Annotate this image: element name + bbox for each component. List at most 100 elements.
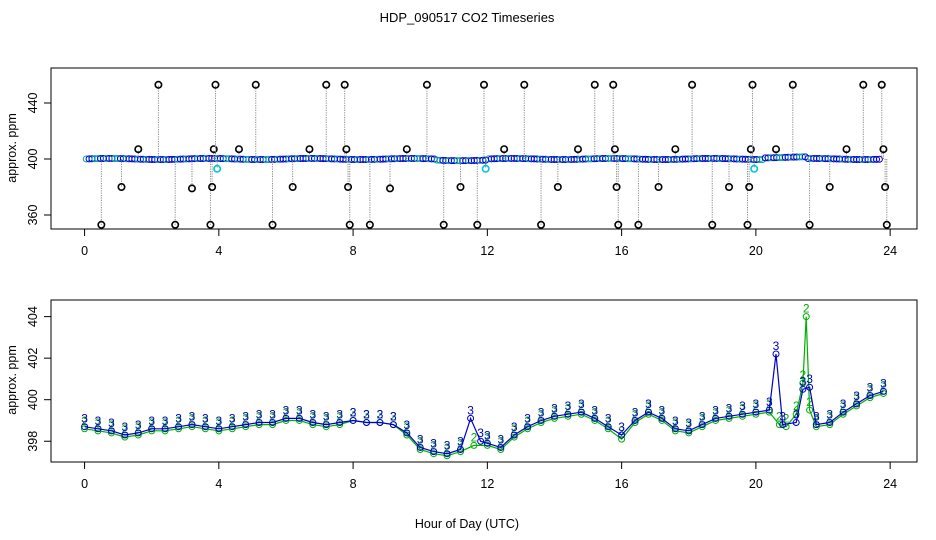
spike-point <box>634 220 643 229</box>
series-2-point <box>416 446 424 454</box>
series-3-point <box>826 419 834 427</box>
spike-point <box>859 80 868 89</box>
series-3-point <box>349 416 357 424</box>
series-3-marker-label: 3 <box>403 418 410 432</box>
series-2-point <box>94 427 102 435</box>
series-2-marker-label: 2 <box>605 414 612 428</box>
series-2-marker-label: 2 <box>806 395 813 409</box>
spike-point <box>879 145 888 154</box>
spike-point <box>206 220 215 229</box>
series-3-point <box>295 414 303 422</box>
series-2-point <box>121 433 129 441</box>
spike-point <box>439 220 448 229</box>
series-3-marker-label: 3 <box>122 420 129 434</box>
series-3-point <box>537 416 545 424</box>
series-2-point <box>470 441 478 449</box>
spike-point <box>456 183 465 192</box>
series-3-marker-label: 3 <box>283 403 290 417</box>
series-3-marker-label: 3 <box>95 414 102 428</box>
series-2-marker-label: 2 <box>336 410 343 424</box>
spike-point <box>117 183 126 192</box>
bottom-x-tick-label: 16 <box>615 477 629 491</box>
series-2-point <box>228 425 236 433</box>
series-3-point <box>510 431 518 439</box>
series-2-point <box>802 313 810 321</box>
series-3-marker-label: 3 <box>497 432 504 446</box>
series-3-point <box>853 400 861 408</box>
series-3-point <box>658 414 666 422</box>
series-2-point <box>282 416 290 424</box>
series-3-point <box>564 410 572 418</box>
series-3-marker-label: 3 <box>880 376 887 390</box>
series-3-point <box>497 443 505 451</box>
series-3-point <box>483 439 491 447</box>
series-3-point <box>752 408 760 416</box>
spike-point <box>725 183 734 192</box>
top-panel-axes: 0 4 8 12 16 20 24 360 400 440 <box>26 93 897 258</box>
bottom-y-tick-label: 404 <box>26 306 40 327</box>
series-3-point <box>477 437 485 445</box>
series-3-marker-label: 3 <box>323 410 330 424</box>
series-3-point <box>799 385 807 393</box>
spike-point <box>825 183 834 192</box>
spike-point <box>134 145 143 154</box>
series-3-point <box>363 419 371 427</box>
series-2-marker-label: 2 <box>776 410 783 424</box>
series-3-marker-label: 3 <box>565 399 572 413</box>
series-2-point <box>443 452 451 460</box>
bottom-y-tick-label: 402 <box>26 348 40 369</box>
series-3-point <box>725 412 733 420</box>
series-2-marker-label: 2 <box>95 416 102 430</box>
series-3-marker-label: 3 <box>511 420 518 434</box>
series-2-point <box>242 423 250 431</box>
series-3-point <box>866 392 874 400</box>
series-2-marker-label: 2 <box>618 424 625 438</box>
series-3-marker-label: 3 <box>363 408 370 422</box>
series-3-marker-label: 3 <box>618 420 625 434</box>
series-3-point <box>698 421 706 429</box>
chart-title: HDP_090517 CO2 Timeseries <box>380 10 555 25</box>
series-2-marker-label: 2 <box>229 414 236 428</box>
series-2-marker-label: 2 <box>511 422 518 436</box>
spike-point <box>553 183 562 192</box>
series-3-point <box>443 450 451 458</box>
bottom-plot-frame <box>50 299 918 463</box>
series-2-marker-label: 2 <box>444 441 451 455</box>
series-2-point <box>134 431 142 439</box>
spike-point <box>340 80 349 89</box>
top-plot-frame <box>50 67 918 230</box>
series-2-marker-label: 2 <box>148 416 155 430</box>
series-2-marker-label: 2 <box>538 408 545 422</box>
series-3-marker-label: 3 <box>467 403 474 417</box>
series-3-marker-label: 3 <box>417 432 424 446</box>
series-3-marker-label: 3 <box>175 412 182 426</box>
top-x-tick-label: 16 <box>615 244 629 258</box>
series-2-marker-label: 2 <box>813 412 820 426</box>
series-3-point <box>121 431 129 439</box>
series-3-point <box>242 421 250 429</box>
bottom-x-tick-label: 4 <box>215 477 222 491</box>
series-3-marker-label: 3 <box>350 405 357 419</box>
series-3-marker-label: 3 <box>477 426 484 440</box>
series-2-marker-label: 2 <box>659 405 666 419</box>
series-2-marker-label: 2 <box>739 401 746 415</box>
series-3-point <box>309 419 317 427</box>
series-2-point <box>685 429 693 437</box>
series-2-point <box>618 435 626 443</box>
spike-point <box>590 80 599 89</box>
series-2-point <box>738 412 746 420</box>
series-3-marker-label: 3 <box>766 395 773 409</box>
series-3-point <box>389 421 397 429</box>
series-3-point <box>671 425 679 433</box>
spike-point <box>365 220 374 229</box>
series-2-point <box>671 427 679 435</box>
series-2-point <box>322 423 330 431</box>
series-2-marker-label: 2 <box>840 399 847 413</box>
series-2-marker-label: 2 <box>256 410 263 424</box>
series-2-point <box>188 423 196 431</box>
series-2-marker-label: 2 <box>867 383 874 397</box>
series-3-point <box>161 425 169 433</box>
series-2-marker-label: 2 <box>497 435 504 449</box>
spike-point <box>500 145 509 154</box>
top-y-axis-label: approx. ppm <box>5 113 19 182</box>
